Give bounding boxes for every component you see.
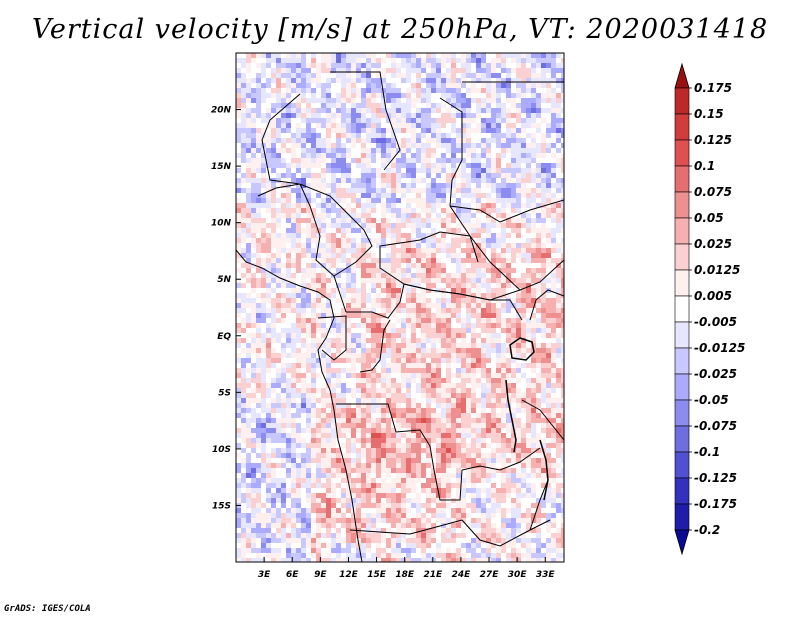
lat-tick-label: EQ [217, 332, 231, 342]
lat-tick-label: 15N [211, 162, 232, 172]
velocity-field [236, 53, 564, 562]
colorbar-swatch [674, 191, 690, 219]
coastline-west [236, 249, 363, 562]
lon-tick-label: 24E [452, 570, 472, 580]
colorbar-swatch [674, 113, 690, 141]
lon-tick-label: 6E [286, 570, 299, 580]
colorbar-swatch [674, 269, 690, 297]
colorbar-top-arrow [674, 62, 690, 89]
colorbar-swatch [674, 373, 690, 401]
lat-tick-label: 5S [218, 388, 231, 398]
lake-tanganyika [505, 379, 517, 453]
border-ethiopia [519, 259, 564, 291]
lon-tick-label: 18E [395, 570, 415, 580]
colorbar-label: 0.0125 [694, 263, 740, 277]
colorbar-label: -0.175 [694, 497, 737, 511]
colorbar-label: -0.0125 [694, 341, 745, 355]
lon-tick-label: 15E [367, 570, 387, 580]
border-drc-north [403, 283, 523, 321]
colorbar-label: -0.125 [694, 471, 737, 485]
colorbar-label: 0.005 [694, 289, 732, 303]
colorbar-swatch [674, 87, 690, 115]
border-niger-chad [261, 93, 301, 185]
colorbar-label: 0.075 [694, 185, 732, 199]
colorbar-swatch [674, 139, 690, 167]
colorbar-label: -0.2 [694, 523, 720, 537]
border-tanzania [521, 399, 564, 441]
colorbar-label: 0.175 [694, 81, 732, 95]
lon-tick-label: 9E [314, 570, 327, 580]
colorbar-swatch [674, 399, 690, 427]
colorbar-label: -0.075 [694, 419, 737, 433]
colorbar-label: 0.05 [694, 211, 724, 225]
border-drc-west [359, 319, 391, 373]
colorbar-swatch [674, 165, 690, 193]
colorbar-swatch [674, 243, 690, 271]
credit-label: GrADS: IGES/COLA [4, 604, 91, 614]
country-borders [236, 71, 564, 562]
lat-tick-label: 10N [211, 219, 232, 229]
border-gabon [317, 315, 347, 361]
colorbar-label: -0.005 [694, 315, 737, 329]
border-libya-chad [330, 71, 401, 171]
colorbar-swatch [674, 451, 690, 479]
border-uganda-kenya [529, 289, 564, 321]
lon-tick-label: 3E [258, 570, 271, 580]
lat-tick-label: 10S [212, 445, 231, 455]
lake-malawi [539, 439, 549, 501]
border-angola-north [336, 403, 435, 471]
colorbar-label: -0.1 [694, 445, 720, 459]
lon-tick-label: 27E [480, 570, 500, 580]
lat-tick-label: 15S [212, 501, 231, 511]
latitude-axis: 20N 15N 10N 5N EQ 5S 10S 15S [211, 106, 241, 511]
border-cameroon [299, 183, 347, 313]
lake-victoria [509, 337, 535, 361]
lat-tick-label: 5N [217, 275, 231, 285]
lon-tick-label: 33E [536, 570, 556, 580]
colorbar-swatch [674, 321, 690, 349]
lon-tick-label: 12E [339, 570, 359, 580]
colorbar-swatch [674, 217, 690, 245]
border-sudan-ss [449, 199, 564, 223]
colorbar-bottom-arrow [674, 529, 690, 556]
border-angola-east [433, 469, 463, 501]
border-zambia [461, 447, 541, 471]
lat-tick-label: 20N [211, 106, 232, 116]
border-car [379, 231, 521, 301]
colorbar-label: 0.1 [694, 159, 715, 173]
border-mozambique [529, 479, 549, 531]
colorbar-swatch [674, 425, 690, 453]
border-zambia-south [461, 519, 551, 547]
lon-tick-label: 21E [423, 570, 443, 580]
border-nigeria [257, 183, 373, 277]
colorbar-label: 0.025 [694, 237, 732, 251]
chart-title: Vertical velocity [m/s] at 250hPa, VT: 2… [31, 14, 769, 45]
colorbar-label: -0.05 [694, 393, 729, 407]
colorbar-label: 0.125 [694, 133, 732, 147]
colorbar-swatch [674, 295, 690, 323]
border-angola-south [349, 519, 463, 535]
colorbar-swatch [674, 347, 690, 375]
colorbar-swatch [674, 503, 690, 531]
colorbar-swatch [674, 477, 690, 505]
colorbar-label: -0.025 [694, 367, 737, 381]
map-frame [235, 52, 565, 563]
colorbar-label: 0.15 [694, 107, 724, 121]
longitude-axis: 3E 6E 9E 12E 15E 18E 21E 24E 27E 30E 33E [258, 557, 556, 580]
colorbar: 0.175 0.15 0.125 0.1 0.075 0.05 0.025 0.0125 0.0… [674, 62, 745, 556]
border-congo [346, 283, 405, 319]
lon-tick-label: 30E [508, 570, 528, 580]
